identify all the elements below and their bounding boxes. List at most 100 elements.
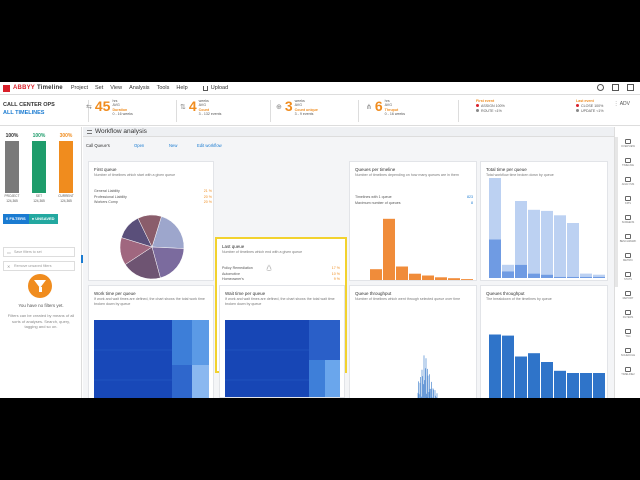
bar[interactable] xyxy=(528,353,540,398)
bar-segment-top[interactable] xyxy=(554,215,566,277)
rail-item-tag[interactable]: TAG xyxy=(615,329,640,338)
bar[interactable] xyxy=(370,269,382,280)
menu-tools[interactable]: Tools xyxy=(156,85,170,91)
bar[interactable] xyxy=(383,218,395,280)
pie-slice[interactable] xyxy=(151,246,185,279)
rail-item-timeline2[interactable]: TIMELINE2 xyxy=(615,367,640,376)
first-event[interactable]: First event ASSIGN 100% ROUTE <1% xyxy=(476,99,505,114)
rail-item-kpis[interactable]: KPIS xyxy=(615,196,640,205)
save-filters-button[interactable]: ▭ Save filters to set xyxy=(3,247,75,257)
bar-segment-bottom[interactable] xyxy=(489,239,501,279)
left-panel-scroll-handle[interactable] xyxy=(81,255,83,263)
rail-item-timeline[interactable]: TIMELINE xyxy=(615,158,640,167)
legend-value: 8 xyxy=(471,200,473,205)
bar-segment-bottom[interactable] xyxy=(593,276,605,278)
card-wait-time-per-queue[interactable]: Wait time per queue If work and wait tim… xyxy=(219,285,345,398)
event-dot-icon xyxy=(476,104,479,107)
bar-segment-top[interactable] xyxy=(541,210,553,275)
kebab-menu-button[interactable]: ⋮ ADV xyxy=(614,101,630,107)
bar[interactable] xyxy=(422,275,434,281)
card-title: Queues per timeline xyxy=(355,167,396,172)
project-selector[interactable]: CALL CENTER OPS ALL TIMELINES xyxy=(3,102,55,116)
bar-segment-bottom[interactable] xyxy=(567,276,579,278)
bar[interactable] xyxy=(396,266,408,281)
bar-segment-bottom[interactable] xyxy=(502,271,514,278)
treemap-cell xyxy=(309,320,340,360)
bar-segment-top[interactable] xyxy=(502,264,514,272)
bar[interactable] xyxy=(580,373,592,398)
rail-item-analysis[interactable]: ANALYSIS xyxy=(615,177,640,186)
rail-item-filters[interactable]: FILTERS xyxy=(615,310,640,319)
bar-segment-bottom[interactable] xyxy=(580,276,592,278)
menu-set[interactable]: Set xyxy=(94,85,104,91)
bar[interactable] xyxy=(489,334,501,399)
bar[interactable] xyxy=(461,279,473,280)
rail-item-report[interactable]: REPORT xyxy=(615,291,640,300)
menu-icon[interactable] xyxy=(87,130,92,134)
pie-slice[interactable] xyxy=(151,216,185,249)
pie-slice[interactable] xyxy=(124,246,161,280)
bar[interactable] xyxy=(435,277,447,280)
bar-segment-bottom[interactable] xyxy=(515,264,527,278)
menubar: ABBYY Timeline Project Set View Analysis… xyxy=(0,82,640,95)
bar-segment-top[interactable] xyxy=(593,274,605,277)
bar-segment-bottom[interactable] xyxy=(541,274,553,278)
total-time-bar-chart xyxy=(489,178,605,279)
menu-analysis[interactable]: Analysis xyxy=(129,85,150,91)
thruput-icon: ⋔ xyxy=(366,104,372,111)
bar[interactable] xyxy=(541,362,553,398)
bar-segment-bottom[interactable] xyxy=(554,276,566,278)
rail-item-metric[interactable]: METRIC xyxy=(615,253,640,262)
bar-project[interactable]: 100% PROJECT 124,365 xyxy=(5,133,20,203)
grid-icon[interactable] xyxy=(627,84,634,91)
edit-workflow-link[interactable]: Edit workflow xyxy=(197,143,222,148)
bar[interactable] xyxy=(515,356,527,399)
kpi-count[interactable]: ⇅ 4 weeks AVG Count 3 - 132 events xyxy=(180,99,221,116)
menu-view[interactable]: View xyxy=(110,85,123,91)
kpi-duration[interactable]: ⇆ 45 hrs AVG Duration 0 - 16 weeks xyxy=(86,99,133,116)
pie-slice[interactable] xyxy=(137,214,162,248)
rail-item-screens[interactable]: SCREENS xyxy=(615,215,640,224)
main-scrollbar[interactable] xyxy=(615,137,618,287)
unsaved-tab[interactable]: ● UNSAVED xyxy=(28,214,58,224)
bar[interactable] xyxy=(567,373,579,398)
search-icon[interactable] xyxy=(597,84,604,91)
card-work-time-per-queue[interactable]: Work time per queue If work and wait tim… xyxy=(88,285,214,398)
bar-segment-bottom[interactable] xyxy=(528,273,540,278)
open-link[interactable]: Open xyxy=(134,143,145,148)
kpi-thruput[interactable]: ⋔ 6 hrs AVG Thruput 0 - 16 weeks xyxy=(366,99,405,116)
kebab-label: ADV xyxy=(619,101,630,107)
remove-filters-button[interactable]: ✕ Remove unsaved filters xyxy=(3,261,75,271)
bar[interactable] xyxy=(448,278,460,280)
bar-segment-top[interactable] xyxy=(515,201,527,265)
card-total-time-per-queue[interactable]: Total time per queue Total workflow time… xyxy=(480,161,608,281)
card-queues-per-timeline[interactable]: Queues per timeline Number of timelines … xyxy=(349,161,477,281)
bar-segment-top[interactable] xyxy=(528,209,540,274)
bar[interactable] xyxy=(502,335,514,398)
rail-item-overview[interactable]: OVERVIEW xyxy=(615,139,640,148)
rail-item-stats[interactable]: STATS xyxy=(615,272,640,281)
menu-help[interactable]: Help xyxy=(176,85,188,91)
filters-tab[interactable]: 0 FILTERS xyxy=(3,214,29,224)
user-icon[interactable] xyxy=(612,84,619,91)
bar-segment-top[interactable] xyxy=(489,178,501,240)
card-queue-throughput[interactable]: Queue throughput Number of timelines whi… xyxy=(349,285,477,398)
divider xyxy=(88,100,89,122)
bar-segment-top[interactable] xyxy=(580,273,592,277)
project-subtitle[interactable]: ALL TIMELINES xyxy=(3,110,45,116)
rail-item-schedule[interactable]: SCHEDULE xyxy=(615,348,640,357)
upload-button[interactable]: Upload xyxy=(202,85,228,91)
last-event[interactable]: Last event CLOSE 100% UPDATE <1% xyxy=(576,99,604,114)
bar-current[interactable]: 300% CURRENT 124,365 xyxy=(58,133,74,203)
bar[interactable] xyxy=(554,370,566,398)
card-queues-throughput[interactable]: Queues throughput The breakdown of the t… xyxy=(480,285,608,398)
new-link[interactable]: New xyxy=(169,143,178,148)
rail-item-benchmark[interactable]: BENCHMARK xyxy=(615,234,640,243)
bar[interactable] xyxy=(593,373,605,398)
kpi-count-unique[interactable]: ⊕ 3 weeks AVG Count unique 3 - 9 events xyxy=(276,99,318,116)
bar-segment-top[interactable] xyxy=(567,223,579,277)
bar[interactable] xyxy=(409,273,421,280)
bar-set[interactable]: 100% SET 124,365 xyxy=(32,133,46,203)
card-first-queue[interactable]: First queue Number of timelines which st… xyxy=(88,161,214,281)
menu-project[interactable]: Project xyxy=(70,85,88,91)
